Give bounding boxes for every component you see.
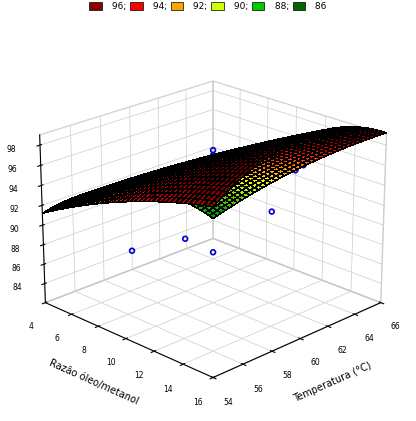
Legend:  96;,  94;,  92;,  90;,  88;,  86: 96;, 94;, 92;, 90;, 88;, 86	[87, 0, 329, 13]
X-axis label: Temperatura (°C): Temperatura (°C)	[292, 360, 373, 404]
Y-axis label: Razão óleo/metanol: Razão óleo/metanol	[48, 358, 140, 406]
